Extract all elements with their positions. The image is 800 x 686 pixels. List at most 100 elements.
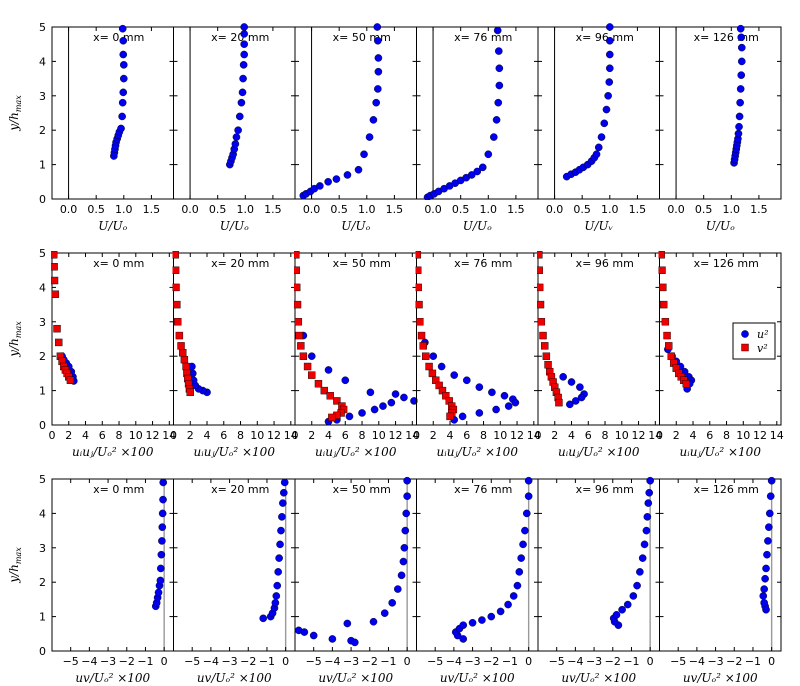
x-tick-label: 1.5 <box>264 203 282 216</box>
x-tick-label: 0 <box>292 429 299 442</box>
x-tick-label: 12 <box>146 429 160 442</box>
data-points <box>609 476 654 630</box>
data-point <box>645 488 654 497</box>
x-tick-label: 2 <box>308 429 315 442</box>
x-tick-label: −4 <box>446 655 462 668</box>
x-tick-label: −3 <box>221 655 237 668</box>
x-axis-label: uv/Uₒ² ×100 <box>561 671 636 685</box>
data-point <box>119 74 128 83</box>
data-point <box>521 526 529 535</box>
data-point <box>402 509 411 518</box>
x-tick-label: 6 <box>706 429 713 442</box>
data-point <box>623 600 632 609</box>
data-point <box>240 30 248 38</box>
data-point <box>492 116 501 124</box>
data-point <box>157 550 166 559</box>
panel-title: x= 96 mm <box>576 257 634 270</box>
plot-frame <box>537 26 660 200</box>
panel-title: x= 76 mm <box>454 483 512 496</box>
x-tick-label: 0.0 <box>424 203 442 216</box>
x-tick-label: 14 <box>162 429 176 442</box>
data-point <box>156 564 165 573</box>
data-point <box>279 488 288 497</box>
x-tick-label: 0 <box>170 429 177 442</box>
x-tick-label: −4 <box>81 655 97 668</box>
data-point <box>429 352 438 361</box>
data-point <box>475 383 484 391</box>
data-point <box>629 592 638 600</box>
x-axis-label: uv/Uₒ² ×100 <box>440 671 515 685</box>
data-point <box>604 92 612 100</box>
data-point <box>475 409 484 417</box>
data-points <box>759 476 776 614</box>
data-point <box>154 588 163 597</box>
data-point <box>760 585 768 593</box>
data-point-square <box>179 349 187 357</box>
data-point <box>640 540 649 549</box>
x-tick-label: 0 <box>656 429 663 442</box>
data-point-square <box>51 251 58 259</box>
data-point <box>509 592 518 600</box>
data-point <box>279 499 287 507</box>
x-tick-label: 1.5 <box>750 203 768 216</box>
plot-frame <box>294 26 417 200</box>
data-point-square <box>537 318 546 326</box>
data-point <box>458 412 467 421</box>
legend-label-u: u² <box>757 328 769 341</box>
x-tick-label: 0 <box>413 429 420 442</box>
data-point <box>437 362 446 371</box>
legend-box <box>732 322 776 360</box>
data-point <box>117 124 125 133</box>
data-points <box>451 476 533 643</box>
data-point-square <box>55 338 63 347</box>
data-point-square <box>308 371 316 379</box>
y-axis-label: y/hmax <box>7 321 23 358</box>
data-point <box>644 499 653 507</box>
data-point-square <box>51 276 59 285</box>
data-point <box>369 116 378 124</box>
data-point-square <box>182 362 190 371</box>
data-points <box>110 24 128 160</box>
data-point-square <box>294 251 300 259</box>
legend-label-v: v² <box>757 342 768 355</box>
data-point-square <box>51 290 60 298</box>
panel-title: x= 0 mm <box>93 31 144 44</box>
data-point <box>280 478 289 487</box>
x-tick-label: −2 <box>605 655 621 668</box>
panel-title: x= 50 mm <box>333 257 391 270</box>
panel-title: x= 126 mm <box>694 257 759 270</box>
x-tick-label: 4 <box>325 429 332 442</box>
data-point <box>351 638 359 647</box>
data-point <box>276 540 284 549</box>
data-point-square <box>180 355 189 364</box>
x-axis-label: uᵢuⱼ/Uₒ² ×100 <box>72 445 154 459</box>
data-point <box>496 607 505 616</box>
panel-1-2: 0.0 0.5 1.0 1.5 x= 20 mm U/Uₒ <box>173 23 296 233</box>
x-tick-label: −4 <box>324 655 340 668</box>
x-tick-label: −1 <box>380 655 396 668</box>
data-point <box>490 133 498 141</box>
x-tick-label: 0 <box>647 655 654 668</box>
data-point <box>737 71 746 79</box>
data-point <box>159 478 168 487</box>
data-point <box>397 571 406 580</box>
data-points <box>259 478 289 623</box>
x-tick-label: 8 <box>237 429 244 442</box>
data-point <box>156 576 165 585</box>
data-point <box>118 24 127 33</box>
data-points <box>415 251 520 424</box>
data-point <box>765 509 774 518</box>
data-point <box>571 397 580 405</box>
x-tick-label: 1.5 <box>386 203 404 216</box>
data-point-square <box>186 388 194 397</box>
data-point-square <box>175 331 184 340</box>
x-tick-label: 14 <box>405 429 419 442</box>
data-point-square <box>658 251 665 259</box>
x-tick-label: 0 <box>49 429 56 442</box>
y-tick-label: 2 <box>39 576 46 589</box>
x-tick-label: 10 <box>615 429 629 442</box>
